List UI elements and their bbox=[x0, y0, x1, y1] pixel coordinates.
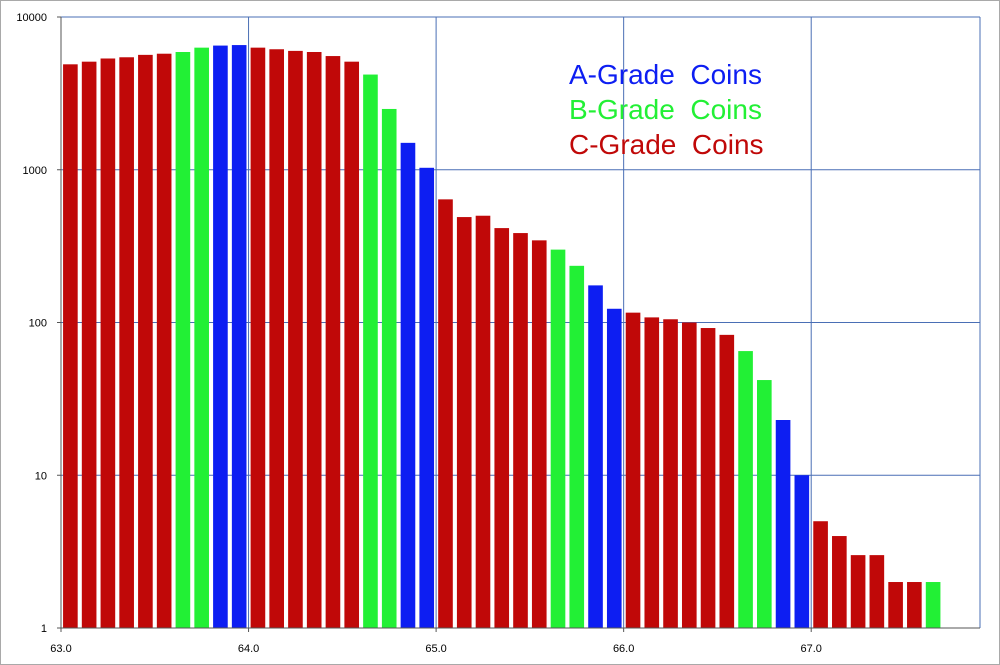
bar bbox=[869, 555, 885, 628]
bar bbox=[325, 56, 341, 629]
bar bbox=[588, 285, 603, 628]
legend-entry: C-Grade Coins bbox=[569, 129, 764, 160]
x-tick-label: 64.0 bbox=[238, 643, 259, 655]
x-tick-labels: 63.0 64.0 65.0 66.0 67.0 bbox=[50, 643, 822, 655]
bar bbox=[381, 108, 397, 628]
bar bbox=[138, 54, 153, 629]
bar bbox=[794, 475, 810, 628]
bar bbox=[757, 380, 772, 628]
bar bbox=[513, 233, 528, 628]
bar bbox=[719, 334, 735, 628]
y-tick-label: 10 bbox=[35, 470, 47, 482]
bar bbox=[475, 215, 491, 629]
bar bbox=[907, 582, 922, 628]
bar bbox=[925, 582, 941, 628]
x-tick-label: 65.0 bbox=[425, 643, 446, 655]
bar bbox=[156, 53, 172, 628]
y-tick-labels: 1 10 100 1000 10000 bbox=[16, 12, 47, 635]
bar bbox=[213, 45, 228, 628]
bar bbox=[175, 52, 191, 628]
bar bbox=[400, 142, 416, 628]
y-tick-label: 1 bbox=[41, 623, 47, 635]
bar bbox=[456, 217, 472, 628]
bar bbox=[625, 312, 641, 628]
legend-entry: A-Grade Coins bbox=[569, 59, 762, 90]
axes bbox=[57, 16, 980, 632]
bar bbox=[663, 319, 678, 628]
bar bbox=[363, 74, 378, 629]
bars bbox=[63, 45, 941, 629]
bar bbox=[700, 328, 716, 628]
bar bbox=[194, 47, 209, 628]
legend-entry: B-Grade Coins bbox=[569, 94, 762, 125]
y-tick-label: 100 bbox=[29, 318, 47, 330]
bar bbox=[119, 57, 134, 628]
bar bbox=[494, 228, 510, 628]
x-tick-label: 66.0 bbox=[613, 643, 634, 655]
bar bbox=[775, 420, 791, 628]
legend: A-Grade Coins B-Grade Coins C-Grade Coins bbox=[569, 59, 764, 160]
bar bbox=[100, 58, 116, 629]
bar bbox=[850, 555, 866, 628]
bar bbox=[606, 308, 622, 628]
bar bbox=[738, 351, 753, 628]
y-tick-label: 1000 bbox=[23, 165, 47, 177]
bar bbox=[550, 249, 566, 628]
bar bbox=[569, 265, 585, 628]
bar bbox=[306, 52, 322, 628]
bar bbox=[81, 61, 97, 629]
bar bbox=[813, 521, 828, 628]
bar bbox=[419, 167, 435, 629]
y-tick-label: 10000 bbox=[16, 12, 47, 24]
bar bbox=[438, 199, 453, 629]
bar bbox=[63, 64, 78, 628]
x-tick-label: 63.0 bbox=[50, 643, 71, 655]
bar bbox=[644, 317, 660, 628]
bar bbox=[344, 61, 360, 629]
x-tick-label: 67.0 bbox=[800, 643, 821, 655]
bar bbox=[288, 50, 303, 628]
bar bbox=[231, 45, 247, 628]
bar bbox=[681, 322, 697, 628]
bar bbox=[269, 49, 284, 628]
bar bbox=[832, 536, 847, 628]
bar bbox=[531, 240, 547, 628]
bar bbox=[250, 47, 266, 628]
bar bbox=[888, 582, 903, 628]
